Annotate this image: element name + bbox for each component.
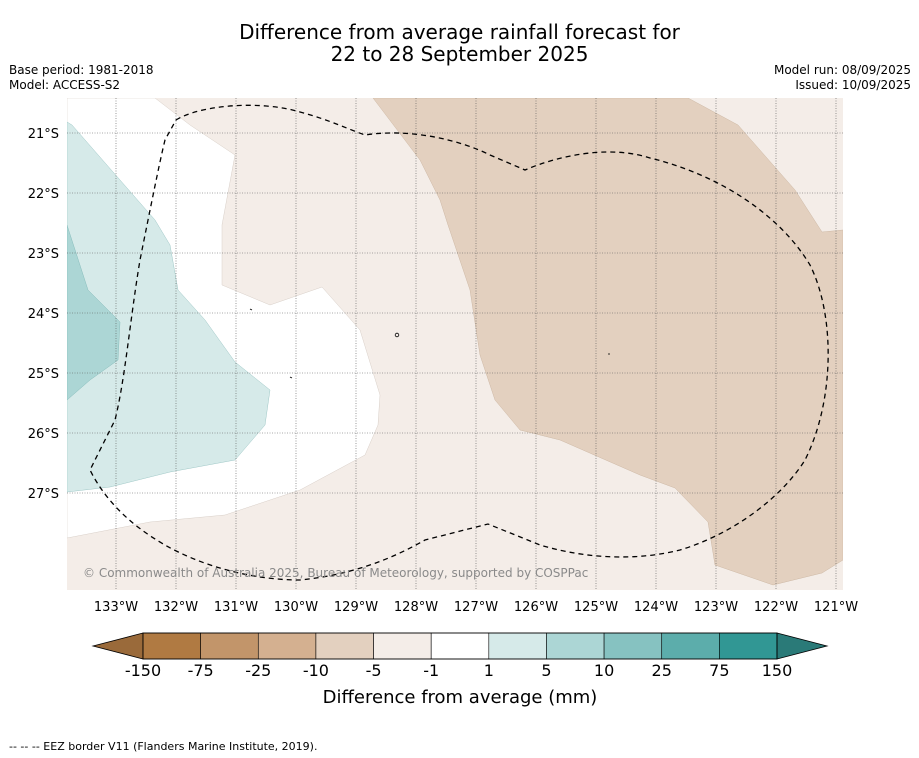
colorbar-cell — [373, 632, 432, 660]
colorbar-cell — [661, 632, 720, 660]
colorbar-cell — [603, 632, 663, 660]
lon-label: 131°W — [214, 600, 258, 615]
lon-label: 122°W — [754, 600, 798, 615]
lat-label: 23°S — [28, 247, 59, 262]
copyright-text: © Commonwealth of Australia 2025, Bureau… — [83, 566, 588, 580]
lat-label: 24°S — [28, 307, 59, 322]
colorbar-cell — [430, 632, 490, 660]
lat-gridlines — [67, 132, 843, 494]
colorbar: -150 -75 -25 -10 -5 -1 1 5 10 25 75 150 Difference … — [91, 632, 829, 708]
colorbar-cell — [315, 632, 374, 660]
lat-label: 21°S — [28, 127, 59, 142]
region-wet-slight — [67, 121, 271, 493]
lat-label: 22°S — [28, 187, 59, 202]
colorbar-cells — [142, 632, 778, 660]
colorbar-tick-label: 1 — [484, 661, 494, 680]
base-period: Base period: 1981-2018 — [9, 63, 154, 77]
model-run: Model run: 08/09/2025 — [773, 63, 911, 77]
lon-label: 130°W — [274, 600, 318, 615]
colorbar-tick-label: -25 — [245, 661, 271, 680]
lon-label: 123°W — [694, 600, 738, 615]
lon-label: 127°W — [454, 600, 498, 615]
colorbar-tick-label: 75 — [709, 661, 729, 680]
region-wet-moderate — [67, 224, 121, 401]
colorbar-title: Difference from average (mm) — [323, 687, 598, 708]
lon-label: 121°W — [814, 600, 858, 615]
model-name: Model: ACCESS-S2 — [9, 78, 121, 92]
colorbar-tick-label: 150 — [762, 661, 793, 680]
colorbar-cell — [488, 632, 547, 660]
colorbar-tick-label: -75 — [188, 661, 214, 680]
colorbar-left-extension — [91, 632, 144, 660]
lon-label: 132°W — [154, 600, 198, 615]
colorbar-tick-label: -1 — [423, 661, 439, 680]
colorbar-tick-label: 25 — [652, 661, 672, 680]
colorbar-cell — [200, 632, 259, 660]
chart-title-line1: Difference from average rainfall forecas… — [239, 20, 680, 44]
eez-legend-note: -- -- -- EEZ border V11 (Flanders Marine… — [9, 740, 318, 753]
map-plot-area: © Commonwealth of Australia 2025, Bureau… — [67, 98, 843, 590]
colorbar-tick-label: 10 — [594, 661, 614, 680]
lat-label: 26°S — [28, 427, 59, 442]
colorbar-cell — [257, 632, 317, 660]
colorbar-tick-label: -150 — [125, 661, 161, 680]
issued-date: Issued: 10/09/2025 — [795, 78, 911, 92]
colorbar-outline — [142, 632, 778, 660]
islands — [249, 308, 610, 379]
lon-label: 133°W — [94, 600, 138, 615]
colorbar-tick-label: 5 — [541, 661, 551, 680]
colorbar-right-extension — [776, 632, 829, 660]
colorbar-cell — [546, 632, 605, 660]
lat-label: 25°S — [28, 367, 59, 382]
lat-label: 27°S — [28, 487, 59, 502]
colorbar-tick-label: -10 — [303, 661, 329, 680]
eez-border — [89, 104, 829, 581]
lon-label: 124°W — [634, 600, 678, 615]
lon-label: 129°W — [334, 600, 378, 615]
colorbar-tick-labels: -150 -75 -25 -10 -5 -1 1 5 10 25 75 150 — [125, 661, 792, 680]
lon-label: 126°W — [514, 600, 558, 615]
lon-label: 125°W — [574, 600, 618, 615]
colorbar-cell — [719, 632, 778, 660]
lat-labels: 21°S 22°S 23°S 24°S 25°S 26°S 27°S — [28, 127, 59, 502]
lon-label: 128°W — [394, 600, 438, 615]
region-dry-moderate — [372, 98, 843, 586]
colorbar-cell — [142, 632, 201, 660]
colorbar-tick-label: -5 — [366, 661, 382, 680]
lon-labels: 133°W 132°W 131°W 130°W 129°W 128°W 127°… — [94, 600, 858, 615]
chart-title-line2: 22 to 28 September 2025 — [330, 42, 589, 66]
